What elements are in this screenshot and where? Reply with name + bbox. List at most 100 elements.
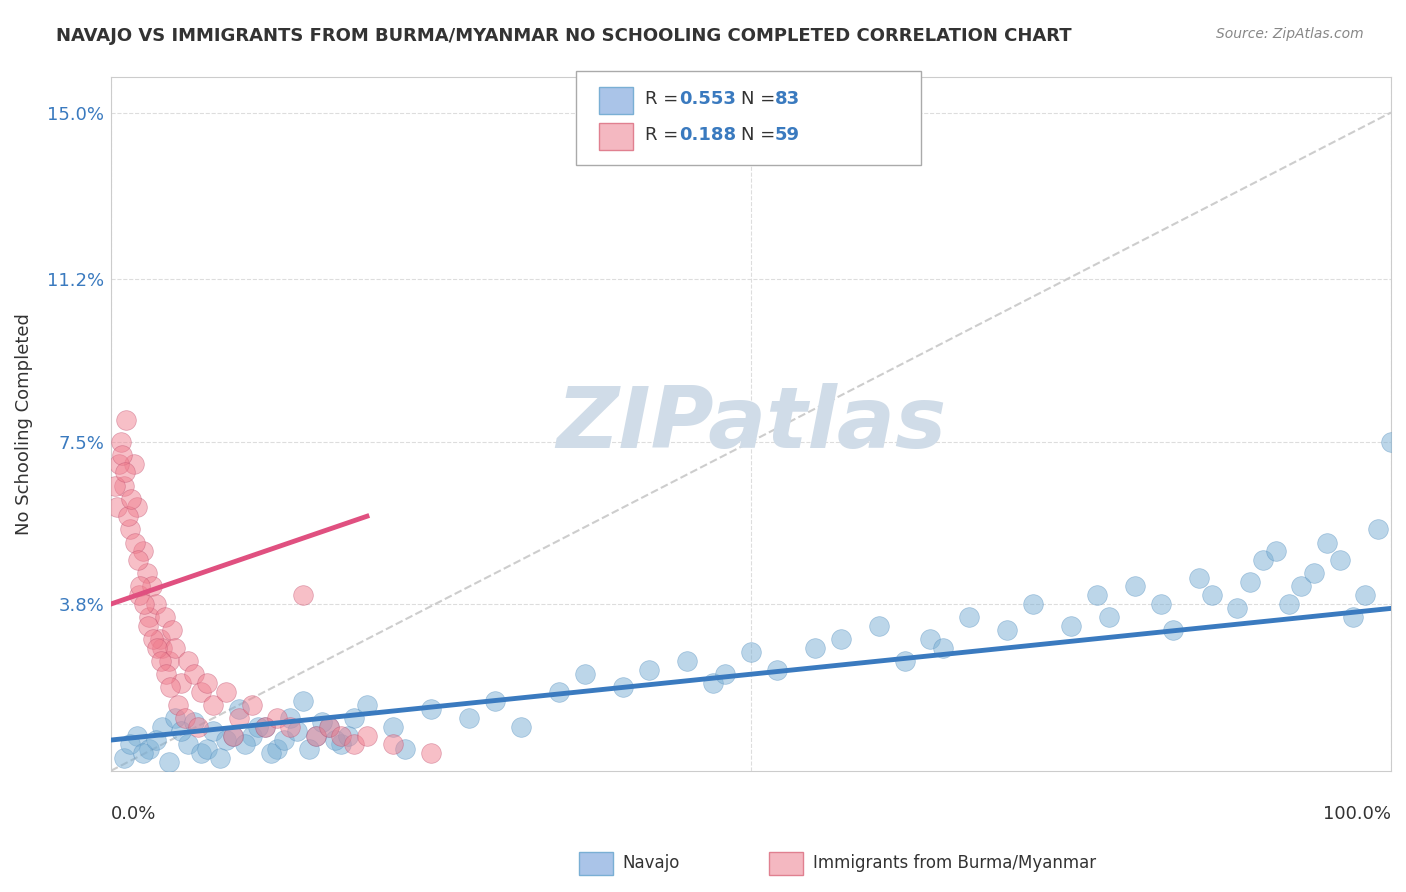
Point — [120, 523, 142, 537]
Point — [170, 724, 193, 739]
Point — [637, 663, 659, 677]
Point — [381, 738, 404, 752]
Point — [105, 500, 128, 515]
Point — [1291, 579, 1313, 593]
Point — [129, 579, 152, 593]
Point — [157, 654, 180, 668]
Point — [112, 750, 135, 764]
Point — [163, 711, 186, 725]
Point — [458, 711, 481, 725]
Point — [195, 676, 218, 690]
Point — [893, 654, 915, 668]
Point — [253, 720, 276, 734]
Point — [920, 632, 942, 646]
Point — [266, 741, 288, 756]
Point — [163, 640, 186, 655]
Point — [145, 597, 167, 611]
Point — [957, 610, 980, 624]
Point — [187, 720, 209, 734]
Point — [305, 729, 328, 743]
Point — [159, 681, 181, 695]
Point — [125, 500, 148, 515]
Point — [202, 698, 225, 712]
Point — [1329, 553, 1351, 567]
Text: N =: N = — [741, 126, 780, 144]
Point — [132, 544, 155, 558]
Point — [1098, 610, 1121, 624]
Point — [124, 535, 146, 549]
Point — [509, 720, 531, 734]
Point — [291, 693, 314, 707]
Point — [1264, 544, 1286, 558]
Point — [177, 654, 200, 668]
Text: 100.0%: 100.0% — [1323, 805, 1391, 823]
Point — [804, 640, 827, 655]
Point — [235, 738, 257, 752]
Text: Immigrants from Burma/Myanmar: Immigrants from Burma/Myanmar — [813, 855, 1095, 872]
Point — [247, 720, 270, 734]
Point — [381, 720, 404, 734]
Point — [318, 720, 340, 734]
Point — [174, 711, 197, 725]
Point — [127, 553, 149, 567]
Point — [1188, 571, 1211, 585]
Point — [1201, 588, 1223, 602]
Point — [676, 654, 699, 668]
Text: NAVAJO VS IMMIGRANTS FROM BURMA/MYANMAR NO SCHOOLING COMPLETED CORRELATION CHART: NAVAJO VS IMMIGRANTS FROM BURMA/MYANMAR … — [56, 27, 1071, 45]
Point — [356, 729, 378, 743]
Point — [298, 741, 321, 756]
Point — [190, 746, 212, 760]
Text: 0.553: 0.553 — [679, 90, 735, 108]
Point — [1341, 610, 1364, 624]
Point — [740, 645, 762, 659]
Point — [107, 457, 129, 471]
Text: 59: 59 — [775, 126, 800, 144]
Point — [111, 448, 134, 462]
Point — [1316, 535, 1339, 549]
Point — [166, 698, 188, 712]
Point — [1303, 566, 1326, 581]
Point — [115, 413, 138, 427]
Point — [150, 640, 173, 655]
Point — [1239, 575, 1261, 590]
Point — [1060, 619, 1083, 633]
Point — [343, 711, 366, 725]
Point — [120, 491, 142, 506]
Point — [1123, 579, 1146, 593]
Point — [291, 588, 314, 602]
Point — [830, 632, 852, 646]
Text: ZIPatlas: ZIPatlas — [555, 383, 946, 466]
Point — [323, 733, 346, 747]
Point — [305, 729, 328, 743]
Point — [149, 654, 172, 668]
Point — [612, 681, 634, 695]
Point — [420, 746, 443, 760]
Point — [122, 457, 145, 471]
Point — [228, 702, 250, 716]
Point — [132, 746, 155, 760]
Point — [253, 720, 276, 734]
Point — [142, 632, 165, 646]
Point — [183, 667, 205, 681]
Point — [1226, 601, 1249, 615]
Point — [170, 676, 193, 690]
Point — [343, 738, 366, 752]
Point — [1379, 434, 1402, 449]
Point — [311, 715, 333, 730]
Point — [330, 738, 353, 752]
Point — [240, 729, 263, 743]
Point — [145, 733, 167, 747]
Point — [150, 720, 173, 734]
Point — [1021, 597, 1043, 611]
Point — [266, 711, 288, 725]
Point — [134, 597, 156, 611]
Text: Source: ZipAtlas.com: Source: ZipAtlas.com — [1216, 27, 1364, 41]
Point — [1277, 597, 1299, 611]
Point — [190, 685, 212, 699]
Point — [120, 738, 142, 752]
Point — [141, 579, 163, 593]
Point — [146, 640, 169, 655]
Point — [318, 720, 340, 734]
Point — [1163, 624, 1185, 638]
Point — [278, 711, 301, 725]
